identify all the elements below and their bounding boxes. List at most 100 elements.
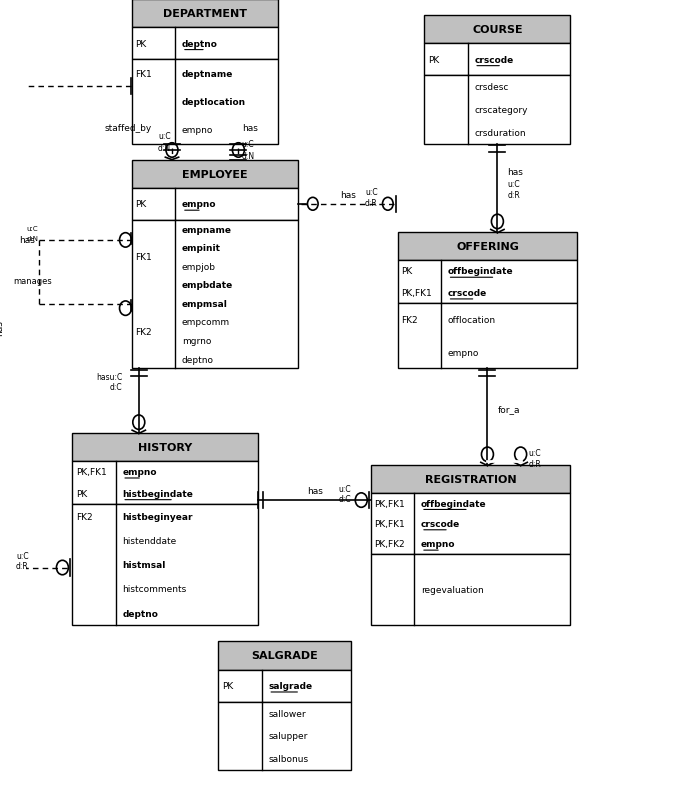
Text: empinit: empinit xyxy=(182,244,221,253)
Text: empname: empname xyxy=(182,225,232,234)
FancyBboxPatch shape xyxy=(398,261,577,304)
Text: d:N: d:N xyxy=(26,236,39,242)
Text: regevaluation: regevaluation xyxy=(421,585,484,594)
Text: u:C: u:C xyxy=(241,140,255,149)
FancyBboxPatch shape xyxy=(132,221,298,369)
Text: salbonus: salbonus xyxy=(268,754,308,763)
Text: PK: PK xyxy=(221,681,233,691)
Text: PK,FK1: PK,FK1 xyxy=(375,519,405,529)
Text: d:R: d:R xyxy=(365,198,378,208)
Text: u:C: u:C xyxy=(529,448,541,458)
Text: staffed_by: staffed_by xyxy=(105,124,152,133)
Text: deptno: deptno xyxy=(182,39,218,49)
Text: u:C: u:C xyxy=(158,132,170,141)
Text: empmsal: empmsal xyxy=(182,299,228,309)
Text: COURSE: COURSE xyxy=(472,25,523,35)
Text: PK: PK xyxy=(76,489,87,498)
Text: d:R: d:R xyxy=(529,459,542,468)
Text: manages: manages xyxy=(13,276,52,286)
FancyBboxPatch shape xyxy=(132,160,298,188)
FancyBboxPatch shape xyxy=(219,702,351,770)
Text: d:N: d:N xyxy=(241,152,255,161)
Text: offbegindate: offbegindate xyxy=(448,267,513,276)
Text: HISTORY: HISTORY xyxy=(138,442,193,452)
Text: histbegindate: histbegindate xyxy=(122,489,193,498)
Text: u:C: u:C xyxy=(507,180,520,189)
Text: has: has xyxy=(307,486,323,496)
Text: d:R: d:R xyxy=(16,561,29,571)
Text: d:N: d:N xyxy=(157,144,170,153)
Text: PK,FK1: PK,FK1 xyxy=(401,289,432,298)
Text: has: has xyxy=(19,236,35,245)
Text: deptlocation: deptlocation xyxy=(182,98,246,107)
Text: empcomm: empcomm xyxy=(182,318,230,327)
FancyBboxPatch shape xyxy=(132,28,278,60)
Text: DEPARTMENT: DEPARTMENT xyxy=(164,9,247,19)
FancyBboxPatch shape xyxy=(371,465,571,493)
Text: u:C: u:C xyxy=(16,551,28,561)
FancyBboxPatch shape xyxy=(424,16,571,44)
FancyBboxPatch shape xyxy=(424,76,571,144)
Text: salupper: salupper xyxy=(268,731,308,740)
Text: empno: empno xyxy=(448,348,479,357)
Text: EMPLOYEE: EMPLOYEE xyxy=(182,169,248,180)
Text: u:C: u:C xyxy=(365,188,378,197)
Text: has: has xyxy=(0,319,4,335)
Text: d:C: d:C xyxy=(110,382,122,391)
Text: empno: empno xyxy=(182,200,217,209)
Text: FK2: FK2 xyxy=(401,316,417,325)
Text: PK: PK xyxy=(135,39,147,49)
Text: has: has xyxy=(507,168,523,177)
Text: PK: PK xyxy=(428,55,439,65)
FancyBboxPatch shape xyxy=(219,670,351,702)
Text: empno: empno xyxy=(182,126,213,135)
Text: d:R: d:R xyxy=(507,191,520,200)
Text: histbeginyear: histbeginyear xyxy=(122,512,193,521)
Text: salgrade: salgrade xyxy=(268,681,313,691)
Text: PK: PK xyxy=(135,200,147,209)
FancyBboxPatch shape xyxy=(72,433,258,461)
Text: empjob: empjob xyxy=(182,262,216,271)
FancyBboxPatch shape xyxy=(132,60,278,144)
Text: FK2: FK2 xyxy=(76,512,92,521)
Text: PK: PK xyxy=(401,267,413,276)
Text: histmsal: histmsal xyxy=(122,561,166,569)
FancyBboxPatch shape xyxy=(132,0,278,28)
Text: empno: empno xyxy=(421,540,455,549)
Text: empbdate: empbdate xyxy=(182,281,233,290)
FancyBboxPatch shape xyxy=(132,188,298,221)
FancyBboxPatch shape xyxy=(72,504,258,626)
Text: mgrno: mgrno xyxy=(182,337,211,346)
Text: PK,FK2: PK,FK2 xyxy=(375,540,405,549)
FancyBboxPatch shape xyxy=(424,44,571,76)
Text: u:C: u:C xyxy=(27,225,39,232)
Text: SALGRADE: SALGRADE xyxy=(252,650,318,661)
Text: deptno: deptno xyxy=(122,609,158,618)
Text: crscode: crscode xyxy=(421,519,460,529)
Text: REGISTRATION: REGISTRATION xyxy=(425,474,517,484)
Text: histcomments: histcomments xyxy=(122,585,186,593)
FancyBboxPatch shape xyxy=(398,304,577,369)
Text: crscode: crscode xyxy=(448,289,487,298)
FancyBboxPatch shape xyxy=(72,461,258,504)
Text: d:C: d:C xyxy=(338,494,351,504)
Text: has: has xyxy=(241,124,257,133)
Text: histenddate: histenddate xyxy=(122,537,177,545)
Text: offbegindate: offbegindate xyxy=(421,499,486,508)
Text: crscategory: crscategory xyxy=(474,106,528,115)
FancyBboxPatch shape xyxy=(219,642,351,670)
Text: PK,FK1: PK,FK1 xyxy=(375,499,405,508)
Text: u:C: u:C xyxy=(338,484,351,493)
FancyBboxPatch shape xyxy=(398,233,577,261)
Text: has: has xyxy=(340,190,356,200)
Text: FK1: FK1 xyxy=(135,70,152,79)
Text: crsduration: crsduration xyxy=(474,128,526,137)
Text: PK,FK1: PK,FK1 xyxy=(76,468,106,476)
Text: sallower: sallower xyxy=(268,709,306,718)
FancyBboxPatch shape xyxy=(371,554,571,626)
Text: for_a: for_a xyxy=(497,404,520,414)
Text: OFFERING: OFFERING xyxy=(456,241,519,252)
Text: crsdesc: crsdesc xyxy=(474,83,509,92)
Text: crscode: crscode xyxy=(474,55,513,65)
Text: hasu:C: hasu:C xyxy=(96,372,122,382)
